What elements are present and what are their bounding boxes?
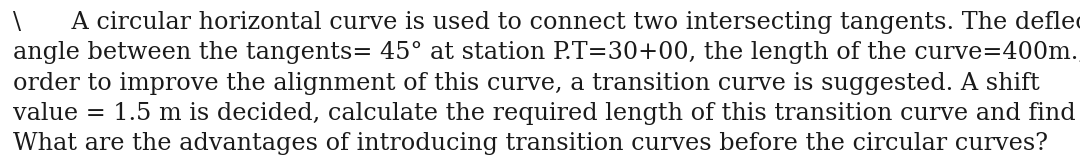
Text: A circular horizontal curve is used to connect two intersecting tangents. The de: A circular horizontal curve is used to c… [41,11,1080,34]
Text: What are the advantages of introducing transition curves before the circular cur: What are the advantages of introducing t… [13,132,1048,155]
Text: value = 1.5 m is decided, calculate the required length of this transition curve: value = 1.5 m is decided, calculate the … [13,102,1080,125]
Text: angle between the tangents= 45° at station P.T=30+00, the length of the curve=40: angle between the tangents= 45° at stati… [13,41,1080,64]
Text: \: \ [13,11,21,34]
Text: order to improve the alignment of this curve, a transition curve is suggested. A: order to improve the alignment of this c… [13,72,1040,95]
